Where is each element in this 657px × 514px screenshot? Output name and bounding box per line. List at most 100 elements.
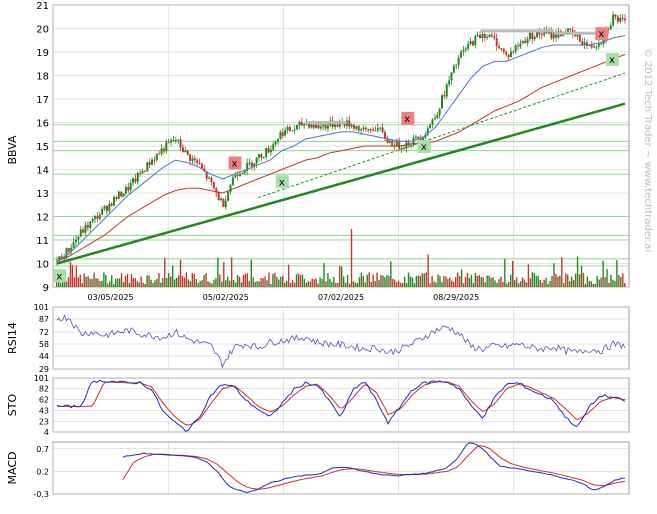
volume-bar [156, 278, 158, 287]
volume-bar [209, 282, 211, 287]
candle-body [424, 134, 427, 138]
volume-bar [128, 283, 131, 287]
volume-bar [484, 282, 486, 287]
candle-body [67, 248, 70, 252]
candle-body [79, 229, 82, 237]
candle-body [260, 154, 263, 158]
volume-bar [567, 274, 569, 287]
candle-body [481, 33, 484, 39]
candle-body [186, 150, 189, 155]
volume-bar [276, 276, 278, 287]
buy-signal-box [275, 175, 289, 189]
volume-bar [170, 276, 172, 287]
candle-body [246, 162, 249, 171]
volume-bar [525, 282, 528, 287]
volume-bar [260, 278, 262, 287]
rsi-tick-label: 101 [34, 303, 49, 312]
volume-bar [252, 277, 254, 287]
candle-body [376, 128, 379, 131]
candle-body [89, 221, 92, 228]
candle-body [113, 196, 116, 206]
volume-bar [105, 275, 107, 287]
volume-bar [350, 229, 353, 287]
volume-bar [409, 276, 412, 287]
volume-bar [614, 280, 616, 287]
candle-body [607, 29, 610, 31]
volume-bar [531, 272, 534, 287]
volume-bar [496, 282, 498, 287]
candle-body [543, 30, 546, 35]
volume-bar [488, 275, 490, 287]
volume-bar [423, 273, 425, 287]
macd-tick-label: -0.3 [33, 490, 49, 499]
volume-bar [179, 259, 182, 287]
volume-bar [401, 283, 404, 287]
volume-bar [262, 278, 264, 287]
candle-body [191, 158, 194, 161]
volume-bar [386, 274, 388, 287]
volume-bar [323, 263, 325, 287]
candle-body [255, 157, 258, 164]
volume-bar [537, 275, 539, 287]
candle-body [319, 126, 322, 129]
volume-bar [470, 274, 473, 287]
macd-line [122, 442, 626, 493]
volume-bar [396, 282, 398, 287]
candle-body [498, 46, 501, 49]
volume-bar [618, 275, 620, 287]
macd-series [122, 442, 626, 493]
volume-bar [574, 273, 577, 287]
moving-averages [56, 35, 626, 262]
volume-bar [602, 260, 604, 287]
volume-bar [81, 283, 83, 287]
support-levels [53, 124, 629, 267]
volume-bar [146, 275, 148, 287]
candle-body [621, 17, 624, 19]
volume-bar [563, 283, 565, 287]
candle-body [200, 163, 203, 169]
volume-bar [458, 276, 461, 287]
volume-bar [392, 278, 394, 287]
volume-bar [301, 274, 304, 287]
volume-bar [325, 281, 327, 287]
volume-bar [228, 280, 231, 287]
candle-body [231, 177, 234, 186]
candle-body [94, 216, 97, 219]
sto-tick-label: 4 [44, 428, 49, 437]
candle-body [296, 125, 299, 130]
volume-bar [557, 276, 559, 287]
candle-body [124, 187, 127, 194]
volume-bar [197, 282, 199, 287]
price-tick-label: 20 [36, 25, 49, 36]
trendline-dashed [258, 72, 626, 199]
volume-bar [624, 282, 626, 287]
volume-bar [547, 283, 549, 287]
sto-d-line [56, 381, 626, 426]
candle-body [350, 124, 353, 127]
candle-body [219, 198, 222, 201]
volume-bar [572, 279, 575, 287]
candle-body [379, 127, 382, 129]
volume-bar [352, 281, 355, 287]
volume-bar [126, 274, 129, 287]
candle-body [172, 140, 175, 142]
candle-body [167, 142, 170, 144]
candle-body [490, 34, 493, 37]
volume-bar [313, 279, 315, 287]
candle-body [414, 136, 417, 138]
candle-body [476, 35, 479, 37]
candle-body [75, 239, 78, 243]
volume-bar [113, 283, 115, 287]
volume-bar [103, 272, 105, 287]
candle-body [364, 127, 367, 130]
volume-bar [185, 272, 188, 287]
buy-signal-label: x [279, 177, 285, 188]
volume-bar [177, 275, 180, 287]
trade-signals: x x x x x x x [53, 27, 619, 283]
volume-bar [193, 274, 195, 287]
candle-body [317, 124, 320, 129]
candle-body [597, 43, 600, 47]
volume-bar [464, 277, 467, 287]
candle-body [593, 46, 596, 48]
candle-body [391, 140, 394, 146]
